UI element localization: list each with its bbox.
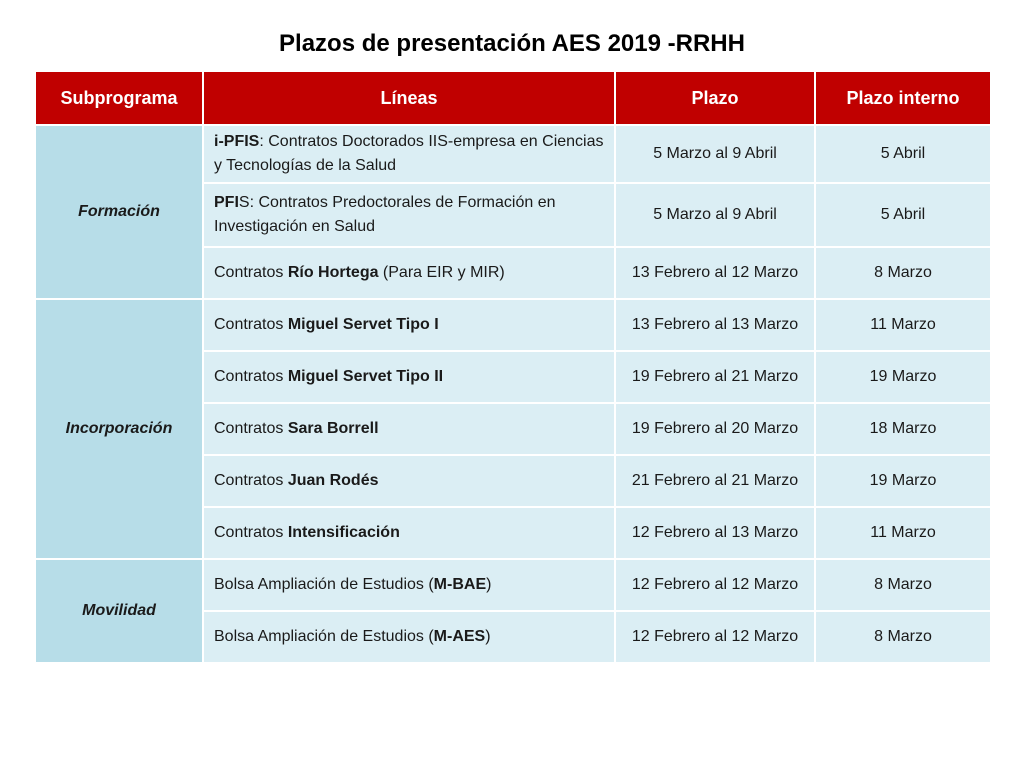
- table-row: Incorporación Contratos Miguel Servet Tip…: [34, 298, 992, 560]
- line-text-segment: Contratos: [214, 264, 288, 281]
- line-text-segment: Río Hortega: [287, 264, 379, 281]
- line-text-segment: Contratos: [214, 368, 288, 385]
- line-cell: Contratos Miguel Servet Tipo II: [202, 350, 616, 404]
- deadline-cell: 19 Febrero al 20 Marzo: [614, 402, 816, 456]
- line-text-segment: Contratos: [214, 316, 288, 333]
- line-text-segment: Intensificación: [287, 524, 400, 541]
- table-row: Bolsa Ampliación de Estudios (M-AES) 12 F…: [35, 610, 992, 664]
- deadline-cell: 13 Febrero al 12 Marzo: [614, 246, 816, 300]
- deadline-cell: 12 Febrero al 13 Marzo: [614, 506, 816, 560]
- line-text-segment: : Contratos Doctorados IIS-empresa en Ci…: [214, 133, 604, 174]
- internal-deadline-cell: 5 Abril: [814, 124, 992, 184]
- table-row: Contratos Río Hortega (Para EIR y MIR) 13…: [35, 246, 992, 300]
- internal-deadline-cell: 19 Marzo: [814, 350, 992, 404]
- table-body: Formación i-PFIS: Contratos Doctorados II…: [34, 124, 992, 664]
- header-plazo-interno: Plazo interno: [814, 70, 992, 126]
- line-text-segment: i-PFIS: [214, 133, 260, 150]
- table-row: Contratos Sara Borrell 19 Febrero al 20 M…: [35, 402, 992, 456]
- line-text-segment: Contratos: [214, 524, 288, 541]
- deadline-cell: 19 Febrero al 21 Marzo: [614, 350, 816, 404]
- internal-deadline-cell: 8 Marzo: [814, 246, 992, 300]
- internal-deadline-cell: 11 Marzo: [814, 506, 992, 560]
- deadline-cell: 12 Febrero al 12 Marzo: [614, 558, 816, 612]
- deadlines-table: Subprograma Líneas Plazo Plazo interno F…: [34, 70, 992, 664]
- table-row: Contratos Miguel Servet Tipo II 19 Febrer…: [35, 350, 992, 404]
- table-row: PFIS: Contratos Predoctorales de Formaci…: [35, 182, 992, 248]
- line-text-segment: Bolsa Ampliación de Estudios (: [214, 628, 434, 645]
- line-text-segment: ): [485, 628, 491, 645]
- deadline-cell: 5 Marzo al 9 Abril: [614, 182, 816, 248]
- line-text-segment: (Para EIR y MIR): [378, 264, 505, 281]
- line-cell: Contratos Intensificación: [202, 506, 616, 560]
- subprogram-cell: Movilidad: [34, 558, 204, 664]
- slide-title: Plazos de presentación AES 2019 -RRHH: [279, 30, 745, 57]
- header-lineas: Líneas: [202, 70, 616, 126]
- table-row: Formación i-PFIS: Contratos Doctorados II…: [34, 124, 992, 300]
- internal-deadline-cell: 19 Marzo: [814, 454, 992, 508]
- line-cell: Contratos Juan Rodés: [202, 454, 616, 508]
- internal-deadline-cell: 18 Marzo: [814, 402, 992, 456]
- line-text-segment: Bolsa Ampliación de Estudios (: [214, 576, 434, 593]
- line-text-segment: Contratos: [214, 420, 288, 437]
- deadline-cell: 13 Febrero al 13 Marzo: [614, 298, 816, 352]
- table-row: Contratos Juan Rodés 21 Febrero al 21 Mar…: [35, 454, 992, 508]
- table-header-row: Subprograma Líneas Plazo Plazo interno: [34, 70, 992, 126]
- line-cell: Bolsa Ampliación de Estudios (M-BAE): [202, 558, 616, 612]
- internal-deadline-cell: 11 Marzo: [814, 298, 992, 352]
- subprogram-cell: Incorporación: [34, 298, 204, 560]
- deadline-cell: 21 Febrero al 21 Marzo: [614, 454, 816, 508]
- deadline-cell: 5 Marzo al 9 Abril: [614, 124, 816, 184]
- table-row: Contratos Intensificación 12 Febrero al 1…: [35, 506, 992, 560]
- line-text-segment: Juan Rodés: [287, 472, 379, 489]
- line-text-segment: M-BAE: [433, 576, 487, 593]
- line-text-segment: S: Contratos Predoctorales de Formación …: [214, 194, 556, 235]
- internal-deadline-cell: 8 Marzo: [814, 558, 992, 612]
- line-text-segment: Miguel Servet Tipo I: [287, 316, 439, 333]
- line-cell: PFIS: Contratos Predoctorales de Formaci…: [202, 182, 616, 248]
- line-cell: Contratos Miguel Servet Tipo I: [202, 298, 616, 352]
- line-text-segment: Miguel Servet Tipo II: [287, 368, 444, 385]
- line-cell: i-PFIS: Contratos Doctorados IIS-empresa…: [202, 124, 616, 184]
- header-subprograma: Subprograma: [34, 70, 204, 126]
- line-text-segment: PFI: [214, 194, 239, 211]
- header-plazo: Plazo: [614, 70, 816, 126]
- line-cell: Bolsa Ampliación de Estudios (M-AES): [202, 610, 616, 664]
- line-text-segment: M-AES: [433, 628, 486, 645]
- line-text-segment: Contratos: [214, 472, 288, 489]
- table-row: Movilidad Bolsa Ampliación de Estudios (M…: [34, 558, 992, 664]
- deadline-cell: 12 Febrero al 12 Marzo: [614, 610, 816, 664]
- line-cell: Contratos Río Hortega (Para EIR y MIR): [202, 246, 616, 300]
- subprogram-cell: Formación: [34, 124, 204, 300]
- internal-deadline-cell: 8 Marzo: [814, 610, 992, 664]
- line-text-segment: ): [486, 576, 492, 593]
- internal-deadline-cell: 5 Abril: [814, 182, 992, 248]
- line-text-segment: Sara Borrell: [287, 420, 379, 437]
- line-cell: Contratos Sara Borrell: [202, 402, 616, 456]
